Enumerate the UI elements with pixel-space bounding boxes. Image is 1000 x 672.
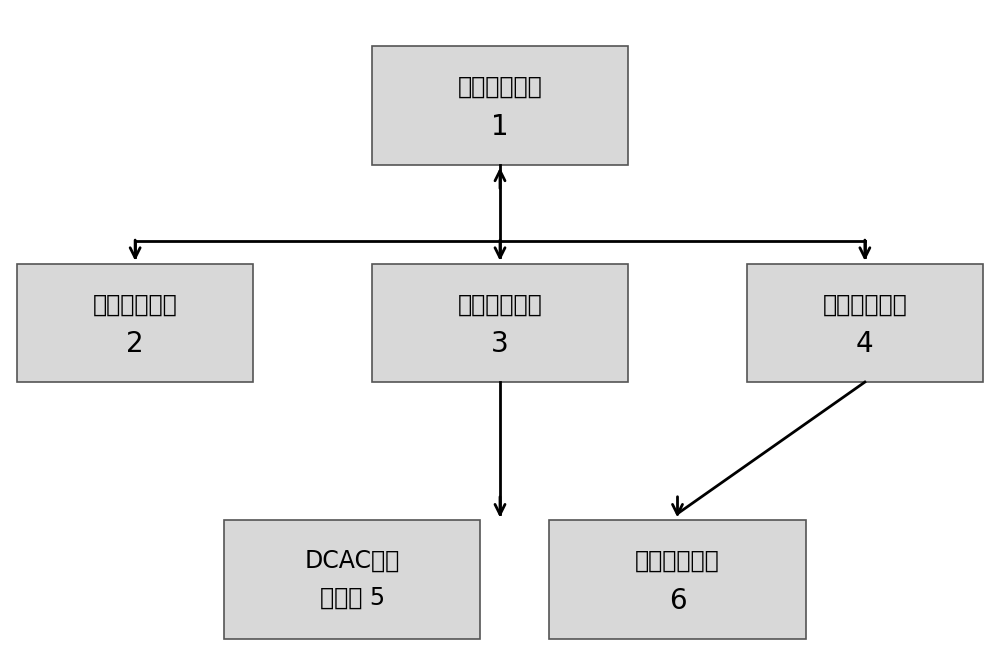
Text: 逆变器 5: 逆变器 5 [320,586,385,610]
Text: 4: 4 [856,330,874,358]
Text: 中央控制单元: 中央控制单元 [458,75,542,99]
Text: 3: 3 [491,330,509,358]
Text: 氢能发电单元: 氢能发电单元 [822,292,907,317]
Text: 1: 1 [491,113,509,140]
FancyBboxPatch shape [224,520,480,638]
Text: 制氢储氢单元: 制氢储氢单元 [635,549,720,573]
FancyBboxPatch shape [17,263,253,382]
Text: 6: 6 [669,587,686,615]
Text: 风力发电单元: 风力发电单元 [93,292,178,317]
FancyBboxPatch shape [747,263,983,382]
FancyBboxPatch shape [372,263,628,382]
FancyBboxPatch shape [549,520,806,638]
Text: 光伏发电单元: 光伏发电单元 [458,292,542,317]
Text: DCAC并网: DCAC并网 [304,549,400,573]
Text: 2: 2 [126,330,144,358]
FancyBboxPatch shape [372,46,628,165]
